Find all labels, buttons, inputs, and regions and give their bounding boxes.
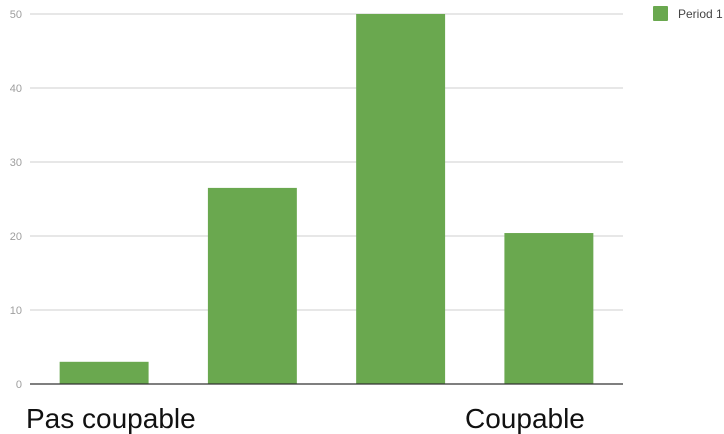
y-tick-label: 20 xyxy=(10,231,22,243)
bars xyxy=(59,14,594,384)
y-tick-label: 40 xyxy=(10,83,22,95)
y-tick-label: 0 xyxy=(16,379,22,391)
category-label-left: Pas coupable xyxy=(26,403,196,434)
bar xyxy=(504,233,594,384)
y-tick-label: 30 xyxy=(10,157,22,169)
bar xyxy=(207,187,297,384)
y-tick-label: 50 xyxy=(10,9,22,21)
bar xyxy=(59,361,149,384)
bar xyxy=(356,14,446,384)
legend: Period 1 xyxy=(653,6,723,21)
category-label-right: Coupable xyxy=(465,403,585,434)
legend-swatch xyxy=(653,6,668,21)
y-axis-ticks: 0 10 20 30 40 50 xyxy=(10,9,22,391)
y-tick-label: 10 xyxy=(10,305,22,317)
legend-label: Period 1 xyxy=(678,7,723,21)
